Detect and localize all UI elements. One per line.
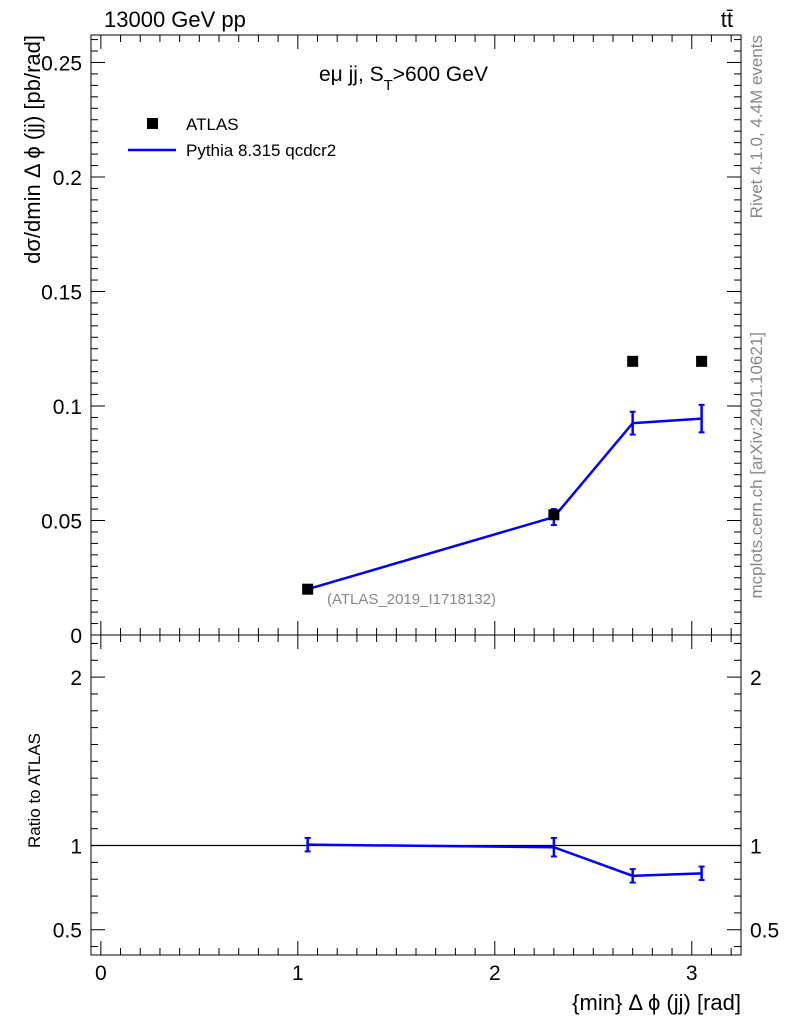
chart-title: eμ jj, ST>600 GeV bbox=[319, 63, 488, 94]
legend-atlas-marker bbox=[147, 118, 158, 129]
title-main: eμ jj, S bbox=[319, 63, 384, 86]
pythia-ratio-line bbox=[307, 843, 702, 878]
ratio-axis-title: Ratio to ATLAS bbox=[25, 733, 44, 848]
legend-atlas-label: ATLAS bbox=[186, 115, 239, 134]
x-tick-label: 1 bbox=[292, 962, 304, 985]
atlas-data-point bbox=[302, 583, 314, 595]
x-tick-label: 3 bbox=[686, 962, 698, 985]
axis-ticks bbox=[91, 35, 741, 955]
x-tick-label: 0 bbox=[95, 962, 107, 985]
ratio-tick-label-right: 2 bbox=[750, 667, 762, 690]
rivet-label: Rivet 4.1.0, 4.4M events bbox=[747, 35, 766, 218]
ratio-tick-label: 0.5 bbox=[53, 920, 82, 943]
y-tick-label: 0.05 bbox=[41, 510, 82, 533]
y-axis-title: dσ/dmin Δ ϕ (jj) [pb/rad] bbox=[20, 35, 45, 264]
title-sub: T bbox=[384, 77, 393, 94]
y-tick-label: 0 bbox=[70, 625, 82, 648]
analysis-id: (ATLAS_2019_I1718132) bbox=[327, 591, 496, 608]
y-tick-label: 0.1 bbox=[53, 396, 82, 419]
ratio-tick-label: 2 bbox=[70, 667, 82, 690]
y-tick-label: 0.15 bbox=[41, 281, 82, 304]
ratio-panel-frame bbox=[90, 634, 742, 956]
energy-label: 13000 GeV pp bbox=[104, 7, 246, 32]
ratio-tick-label-right: 1 bbox=[750, 836, 762, 859]
atlas-data-point bbox=[548, 509, 560, 521]
ratio-tick-label-right: 0.5 bbox=[750, 920, 779, 943]
chart-marks bbox=[91, 355, 741, 884]
x-axis-title: {min} Δ ϕ (jj) [rad] bbox=[572, 990, 741, 1015]
atlas-data-point bbox=[696, 355, 708, 367]
x-tick-label: 2 bbox=[489, 962, 501, 985]
tick-labels: 0 1 2 3 0 0.05 0.1 0.15 0.2 0.25 0.5 0.5 1 1 2 2 bbox=[41, 52, 779, 985]
y-tick-label: 0.25 bbox=[41, 52, 82, 75]
legend-pythia-label: Pythia 8.315 qcdcr2 bbox=[186, 141, 336, 160]
pythia-series-line bbox=[307, 417, 702, 591]
atlas-data-point bbox=[627, 355, 639, 367]
y-tick-label: 0.2 bbox=[53, 167, 82, 190]
mcplots-label: mcplots.cern.ch [arXiv:2401.10621] bbox=[747, 332, 766, 598]
title-tail: >600 GeV bbox=[393, 63, 488, 86]
ratio-tick-label: 1 bbox=[70, 836, 82, 859]
process-label: tt̄ bbox=[721, 7, 733, 32]
